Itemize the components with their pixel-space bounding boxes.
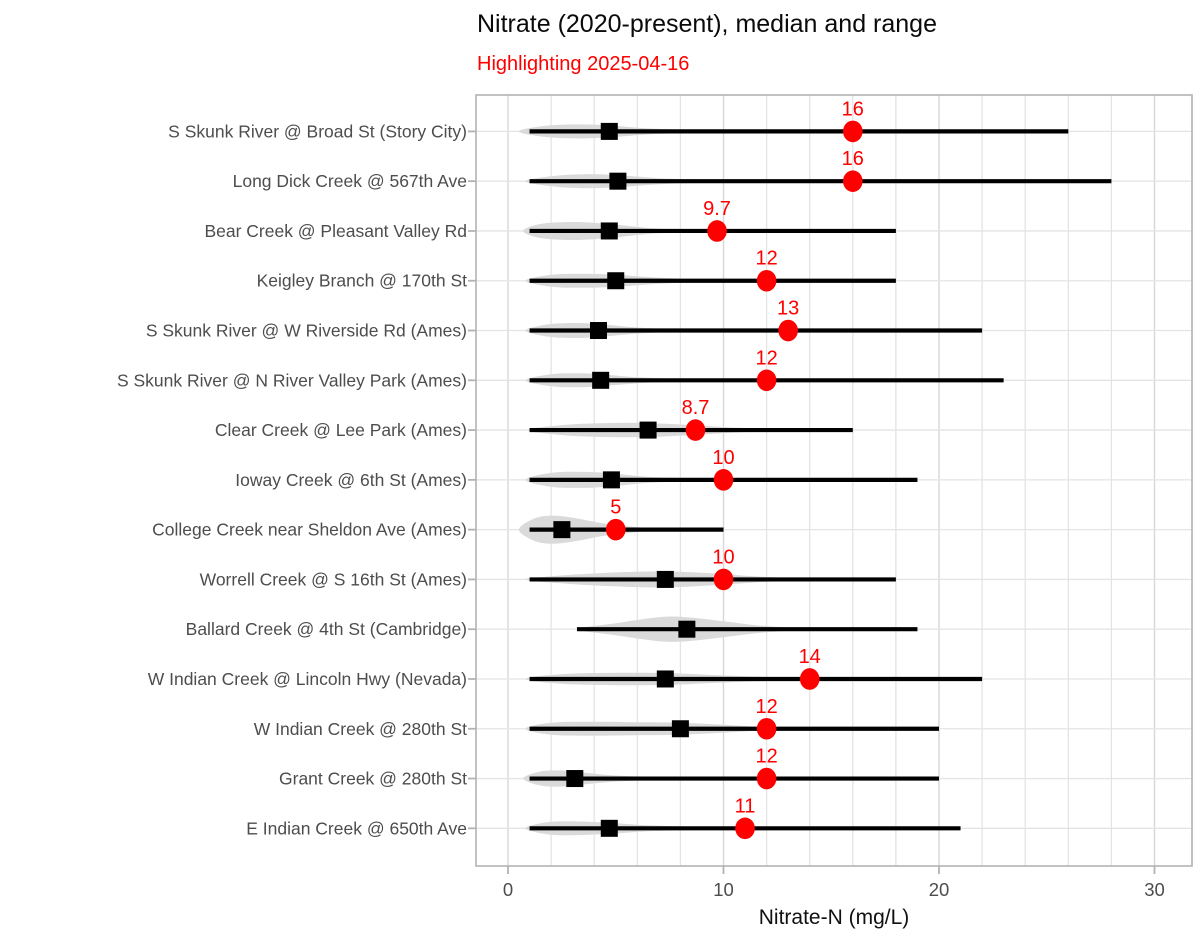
highlight-dot <box>756 269 777 292</box>
row-label: E Indian Creek @ 650th Ave <box>246 818 467 838</box>
highlight-value-label: 12 <box>755 347 777 369</box>
highlight-value-label: 16 <box>842 98 864 120</box>
highlight-dot <box>707 220 727 242</box>
row-label: Ioway Creek @ 6th St (Ames) <box>235 470 467 490</box>
highlight-value-label: 11 <box>735 795 756 817</box>
median-square <box>656 570 674 588</box>
x-tick-label: 30 <box>1144 879 1165 900</box>
x-axis-title: Nitrate-N (mg/L) <box>758 906 910 929</box>
median-square <box>600 222 618 240</box>
x-tick-label: 0 <box>503 879 513 900</box>
median-square <box>600 819 618 837</box>
row-label: W Indian Creek @ 280th St <box>254 719 467 739</box>
row-label: S Skunk River @ N River Valley Park (Ame… <box>117 370 467 390</box>
highlight-value-label: 14 <box>799 646 821 668</box>
highlight-value-label: 12 <box>755 746 777 768</box>
row-label: Ballard Creek @ 4th St (Cambridge) <box>186 619 467 639</box>
row-label: Keigley Branch @ 170th St <box>257 271 468 291</box>
x-tick-label: 20 <box>929 879 950 900</box>
highlight-dot <box>605 518 626 541</box>
row-label: S Skunk River @ W Riverside Rd (Ames) <box>146 321 467 341</box>
median-square <box>592 371 610 389</box>
highlight-value-label: 12 <box>755 696 777 718</box>
highlight-value-label: 10 <box>712 447 734 469</box>
median-square <box>602 471 620 489</box>
row-label: Long Dick Creek @ 567th Ave <box>233 171 467 191</box>
highlight-value-label: 10 <box>712 546 734 568</box>
highlight-value-label: 13 <box>777 298 799 320</box>
highlight-dot <box>778 319 798 342</box>
row-label: Clear Creek @ Lee Park (Ames) <box>215 420 467 440</box>
highlight-dot <box>713 568 734 591</box>
median-square <box>566 770 584 788</box>
median-square <box>600 122 618 140</box>
median-square <box>607 272 625 290</box>
row-label: Bear Creek @ Pleasant Valley Rd <box>204 221 467 241</box>
highlight-dot <box>685 419 706 441</box>
median-square <box>671 720 689 738</box>
highlight-dot <box>756 767 777 790</box>
highlight-dot <box>843 120 863 143</box>
median-square <box>656 670 674 688</box>
row-label: College Creek near Sheldon Ave (Ames) <box>152 520 467 540</box>
median-square <box>639 421 657 439</box>
highlight-value-label: 16 <box>842 148 864 170</box>
median-square <box>609 172 627 190</box>
median-square <box>590 322 608 340</box>
highlight-dot <box>756 717 777 740</box>
highlight-value-label: 9.7 <box>703 198 731 220</box>
row-label: W Indian Creek @ Lincoln Hwy (Nevada) <box>148 669 467 689</box>
median-square <box>553 521 571 539</box>
highlight-dot <box>843 170 863 192</box>
highlight-dot <box>756 369 777 392</box>
x-tick-label: 10 <box>713 879 734 900</box>
row-label: S Skunk River @ Broad St (Story City) <box>168 121 467 141</box>
highlight-dot <box>799 668 820 690</box>
chart-subtitle: Highlighting 2025-04-16 <box>477 53 690 75</box>
highlight-value-label: 12 <box>755 248 777 270</box>
chart-title: Nitrate (2020-present), median and range <box>477 10 937 38</box>
row-label: Grant Creek @ 280th St <box>279 769 467 789</box>
highlight-dot <box>713 469 734 491</box>
median-square <box>678 620 696 638</box>
highlight-dot <box>735 817 755 840</box>
highlight-value-label: 8.7 <box>682 397 710 419</box>
row-label: Worrell Creek @ S 16th St (Ames) <box>200 569 467 589</box>
highlight-value-label: 5 <box>610 497 621 519</box>
